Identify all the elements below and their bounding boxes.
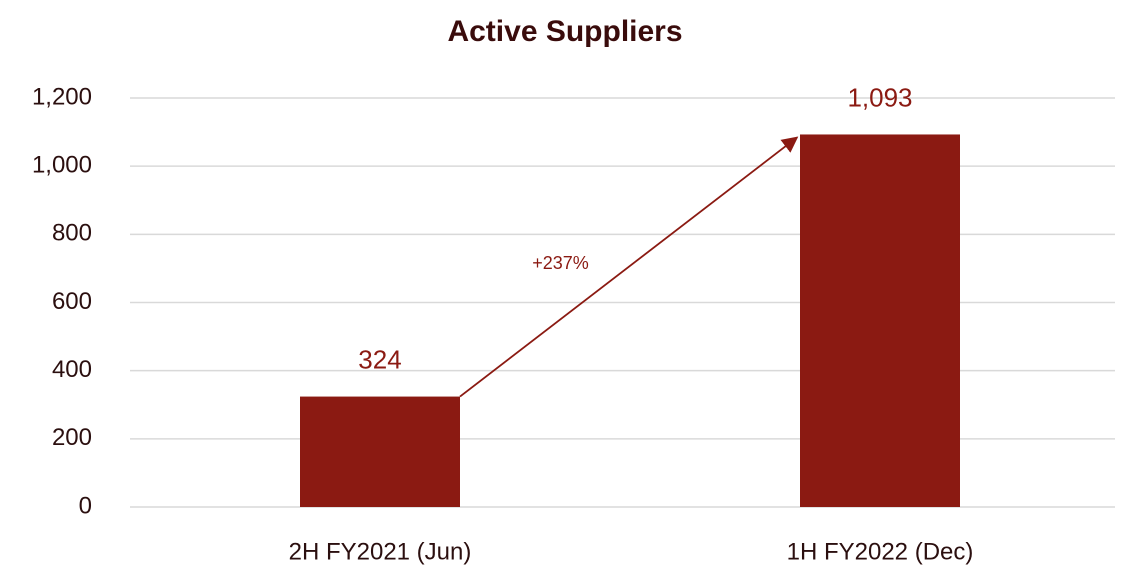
y-tick-label: 1,000	[32, 152, 92, 179]
value-label: 1,093	[847, 82, 912, 112]
growth-arrow	[459, 136, 799, 398]
bar	[800, 134, 960, 507]
y-tick-label: 0	[79, 492, 92, 519]
annotation: +237%	[532, 253, 589, 273]
y-tick-label: 200	[52, 424, 92, 451]
x-tick-label: 2H FY2021 (Jun)	[289, 538, 472, 565]
value-label: 324	[358, 344, 401, 374]
y-tick-label: 800	[52, 220, 92, 247]
bar	[300, 396, 460, 507]
chart-title: Active Suppliers	[447, 15, 682, 48]
y-tick-label: 1,200	[32, 83, 92, 110]
x-tick-label: 1H FY2022 (Dec)	[787, 538, 974, 565]
y-tick-label: 600	[52, 288, 92, 315]
y-tick-label: 400	[52, 356, 92, 383]
